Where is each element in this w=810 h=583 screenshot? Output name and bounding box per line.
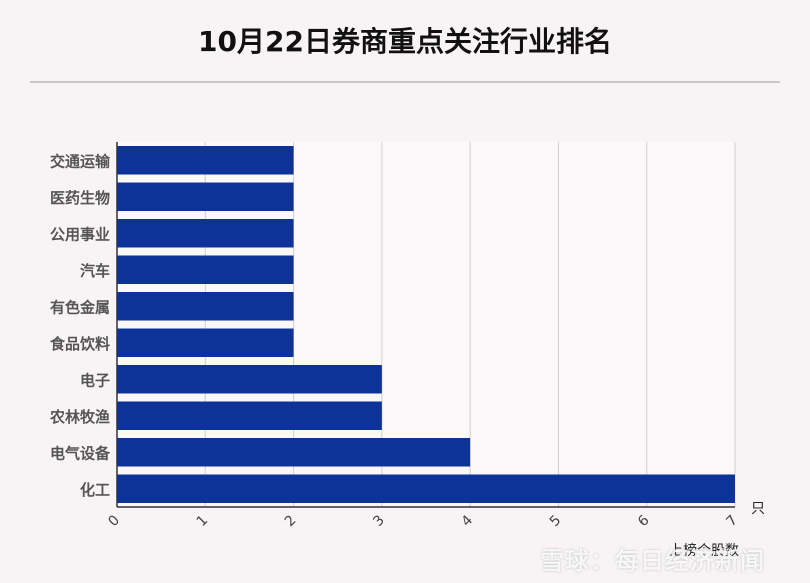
title-divider (30, 81, 780, 83)
x-tick-label: 2 (282, 512, 300, 530)
x-tick-label: 7 (723, 512, 741, 530)
bar (117, 182, 294, 211)
bar (117, 255, 294, 284)
bar (117, 328, 294, 357)
category-label: 农林牧渔 (49, 408, 110, 426)
bar (117, 474, 735, 503)
chart-title: 10月22日券商重点关注行业排名 (198, 25, 612, 58)
x-tick-label: 4 (459, 512, 477, 530)
category-label: 汽车 (80, 262, 110, 280)
x-tick-label: 0 (105, 512, 123, 530)
category-label: 公用事业 (50, 225, 110, 243)
category-label: 医药生物 (50, 189, 110, 207)
category-label: 交通运输 (50, 152, 111, 170)
category-label: 化工 (80, 481, 110, 499)
category-label: 电子 (80, 371, 110, 389)
bar (117, 146, 294, 175)
x-axis-title: 上榜个股数 (669, 542, 739, 559)
category-label: 电气设备 (50, 444, 111, 462)
category-label: 有色金属 (50, 298, 110, 316)
x-tick-label: 6 (635, 512, 653, 530)
x-tick-label: 5 (547, 512, 565, 530)
bar (117, 219, 294, 248)
x-tick-label: 3 (370, 512, 388, 530)
bar (117, 438, 471, 467)
bar (117, 292, 294, 321)
watermark: 雪球：每日经济新闻 (540, 547, 765, 575)
x-unit-label: 只 (751, 501, 765, 517)
x-tick-label: 1 (194, 512, 212, 530)
category-label: 食品饮料 (50, 335, 110, 353)
bar (117, 401, 382, 430)
bar (117, 365, 382, 394)
